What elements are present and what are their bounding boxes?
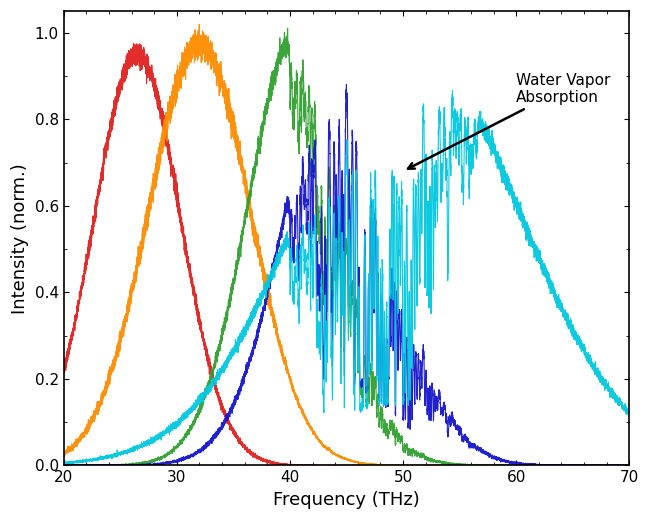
Text: Water Vapor
Absorption: Water Vapor Absorption (408, 73, 610, 168)
Y-axis label: Intensity (norm.): Intensity (norm.) (11, 163, 29, 314)
X-axis label: Frequency (THz): Frequency (THz) (273, 491, 420, 509)
